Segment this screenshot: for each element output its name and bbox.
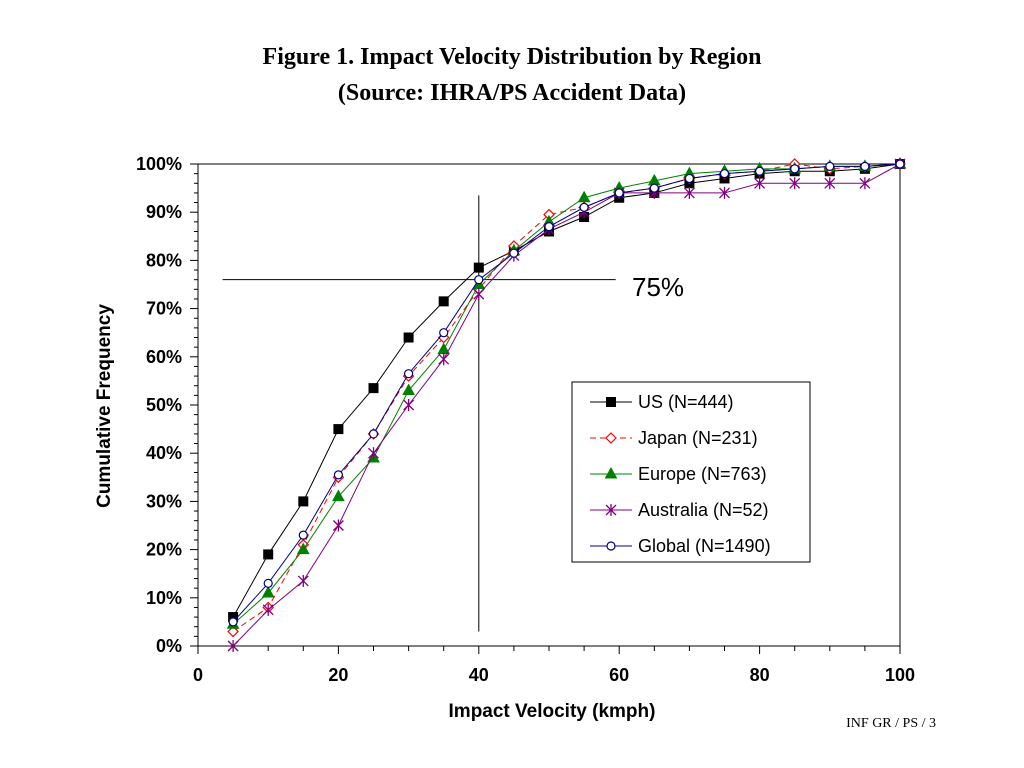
data-point xyxy=(473,288,485,301)
data-point xyxy=(719,186,730,199)
data-point xyxy=(368,383,379,394)
page-footer: INF GR / PS / 3 xyxy=(846,716,936,731)
series-australia xyxy=(227,158,906,652)
data-point xyxy=(261,585,275,598)
data-point xyxy=(296,542,310,555)
data-point xyxy=(754,177,766,190)
data-point xyxy=(649,183,659,193)
data-point xyxy=(684,173,695,184)
data-point xyxy=(824,177,836,190)
data-point xyxy=(227,625,239,638)
legend-marker xyxy=(605,432,617,444)
legend: US (N=444) Japan (N=231) Europe (N=763) Aus… xyxy=(571,381,811,563)
legend-marker xyxy=(606,541,616,551)
legend-label: Australia (N=52) xyxy=(638,500,769,520)
data-point xyxy=(262,603,274,616)
y-tick-label: 10% xyxy=(146,588,182,608)
y-tick-label: 70% xyxy=(146,299,182,319)
data-point xyxy=(789,177,801,190)
data-point xyxy=(263,549,274,560)
legend-item: US (N=444) xyxy=(590,392,734,412)
data-point xyxy=(404,369,414,379)
legend-label: Japan (N=231) xyxy=(638,428,758,448)
series-line xyxy=(232,163,901,618)
data-point xyxy=(298,496,309,507)
data-point xyxy=(332,489,345,502)
data-point xyxy=(228,617,238,627)
series-global xyxy=(228,159,905,627)
legend-item: Europe (N=763) xyxy=(590,464,767,484)
y-tick-label: 0% xyxy=(156,636,182,656)
data-point xyxy=(474,275,484,285)
x-axis-title: Impact Velocity (kmph) xyxy=(449,701,656,722)
legend-item: Japan (N=231) xyxy=(590,428,758,448)
y-tick-label: 40% xyxy=(146,443,182,463)
y-tick-label: 50% xyxy=(146,395,182,415)
y-tick-label: 100% xyxy=(136,154,182,174)
series-line xyxy=(232,163,901,647)
x-tick-label: 100 xyxy=(885,665,915,685)
x-tick-label: 80 xyxy=(750,665,770,685)
data-point xyxy=(754,166,765,176)
legend-label: Global (N=1490) xyxy=(638,536,771,556)
data-point xyxy=(332,519,344,532)
y-tick-label: 80% xyxy=(146,250,182,270)
data-point xyxy=(438,353,450,366)
data-point xyxy=(895,159,905,169)
series-layer xyxy=(226,156,907,652)
y-tick-label: 20% xyxy=(146,540,182,560)
legend-label: Europe (N=763) xyxy=(638,464,767,484)
x-tick-label: 20 xyxy=(328,665,348,685)
data-point xyxy=(509,248,519,258)
data-point xyxy=(298,530,308,540)
legend-marker xyxy=(606,397,616,407)
data-point xyxy=(860,161,870,172)
x-tick-label: 60 xyxy=(609,665,629,685)
y-tick-label: 30% xyxy=(146,491,182,511)
legend-item: Global (N=1490) xyxy=(590,536,771,556)
data-point xyxy=(403,399,415,411)
legend-marker xyxy=(604,466,618,479)
y-tick-label: 90% xyxy=(146,202,182,222)
series-line xyxy=(232,163,901,623)
x-tick-label: 40 xyxy=(469,665,489,685)
series-line xyxy=(232,163,901,632)
data-point xyxy=(614,188,624,198)
data-point xyxy=(577,190,591,203)
data-point xyxy=(333,470,343,480)
data-point xyxy=(579,202,589,212)
data-point xyxy=(825,161,835,172)
data-point xyxy=(473,262,484,273)
data-point xyxy=(719,169,730,179)
data-point xyxy=(438,296,449,307)
y-axis-title: Cumulative Frequency xyxy=(94,304,115,508)
data-point xyxy=(297,574,309,587)
x-tick-label: 0 xyxy=(193,665,203,685)
chart-title: Figure 1. Impact Velocity Distribution b… xyxy=(262,44,762,70)
data-point xyxy=(263,578,273,588)
data-point xyxy=(403,332,414,343)
data-point xyxy=(227,640,239,652)
legend-item: Australia (N=52) xyxy=(590,500,769,520)
legend-label: US (N=444) xyxy=(638,392,734,412)
data-point xyxy=(333,424,344,435)
legend-marker xyxy=(605,504,617,516)
y-tick-label: 60% xyxy=(146,347,182,367)
annotation-75-percent: 75% xyxy=(632,272,684,302)
data-point xyxy=(439,328,449,338)
axis-tick-labels: 0% 10% 20% 30% 40% 50% 60% 70% 80% 90% 100% 0 20 40 60… xyxy=(136,154,915,685)
data-point xyxy=(859,177,871,190)
reference-lines xyxy=(222,195,616,632)
chart-subtitle: (Source: IHRA/PS Accident Data) xyxy=(337,80,687,106)
data-point xyxy=(790,164,800,174)
data-point xyxy=(544,222,554,232)
data-point xyxy=(368,447,379,460)
data-point xyxy=(683,186,695,199)
data-point xyxy=(402,383,415,396)
data-point xyxy=(368,429,379,439)
